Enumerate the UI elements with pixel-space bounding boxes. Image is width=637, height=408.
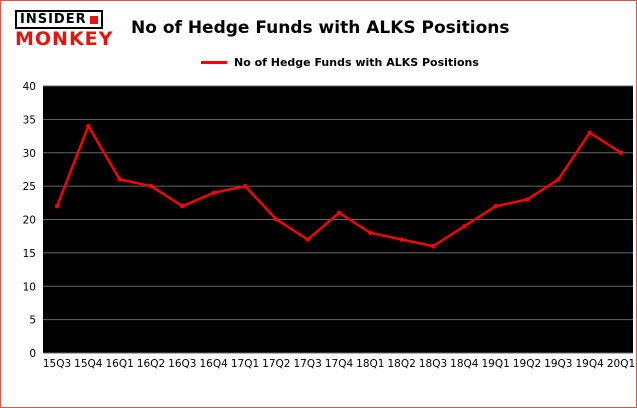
data-point [180, 203, 185, 209]
data-point [148, 183, 154, 189]
data-point [117, 177, 122, 182]
y-tick-label: 35 [23, 114, 36, 126]
data-point [211, 190, 216, 195]
x-tick-label: 16Q4 [200, 358, 229, 370]
data-point [587, 130, 592, 135]
legend-label: No of Hedge Funds with ALKS Positions [234, 56, 479, 69]
y-tick-label: 0 [29, 348, 36, 360]
data-point [305, 237, 310, 242]
data-point [524, 197, 530, 202]
data-point [556, 177, 561, 182]
data-point [274, 217, 279, 222]
data-point [54, 203, 60, 209]
legend-line-swatch [201, 61, 227, 64]
y-tick-label: 30 [23, 148, 36, 160]
x-tick-label: 18Q2 [388, 358, 416, 370]
x-tick-label: 15Q4 [74, 358, 103, 370]
x-tick-label: 19Q3 [544, 358, 572, 370]
logo-monkey-text: MONKEY [15, 28, 114, 50]
x-tick-label: 20Q1 [607, 358, 635, 370]
data-point [399, 237, 404, 242]
y-tick-label: 25 [23, 181, 36, 193]
chart-title: No of Hedge Funds with ALKS Positions [131, 18, 510, 38]
x-tick-label: 17Q3 [294, 358, 322, 370]
y-tick-label: 5 [29, 315, 36, 327]
x-tick-label: 16Q1 [106, 358, 134, 370]
data-point [86, 123, 91, 129]
x-tick-label: 17Q1 [231, 358, 259, 370]
x-tick-label: 18Q1 [356, 358, 384, 370]
y-tick-label: 40 [23, 81, 36, 93]
y-tick-label: 20 [23, 215, 36, 227]
data-point [618, 150, 624, 155]
logo-insider-text: INSIDER [20, 12, 87, 27]
data-point [368, 230, 373, 236]
data-point [430, 244, 436, 249]
data-point [336, 210, 342, 216]
x-tick-label: 16Q2 [137, 358, 165, 370]
logo-insider-row: INSIDER [15, 10, 103, 29]
y-tick-label: 15 [23, 248, 36, 260]
x-tick-label: 18Q3 [419, 358, 447, 370]
x-tick-label: 17Q4 [325, 358, 354, 370]
x-tick-label: 19Q2 [513, 358, 541, 370]
x-tick-label: 16Q3 [168, 358, 196, 370]
data-point [242, 183, 248, 189]
data-point [493, 203, 498, 209]
y-tick-label: 10 [23, 281, 36, 293]
logo-mark-icon [89, 15, 98, 24]
x-tick-label: 17Q2 [262, 358, 290, 370]
data-point [462, 223, 467, 229]
insider-monkey-logo: INSIDER MONKEY [15, 10, 113, 49]
x-tick-label: 19Q1 [482, 358, 510, 370]
line-chart: 0 5 10 15 20 25 30 35 40 15Q3 15Q4 16Q1 16Q2 16Q3 16Q4… [23, 81, 636, 370]
x-tick-label: 18Q4 [450, 358, 479, 370]
x-tick-label: 15Q3 [43, 358, 71, 370]
legend: No of Hedge Funds with ALKS Positions [201, 56, 479, 69]
x-tick-label: 19Q4 [576, 358, 605, 370]
